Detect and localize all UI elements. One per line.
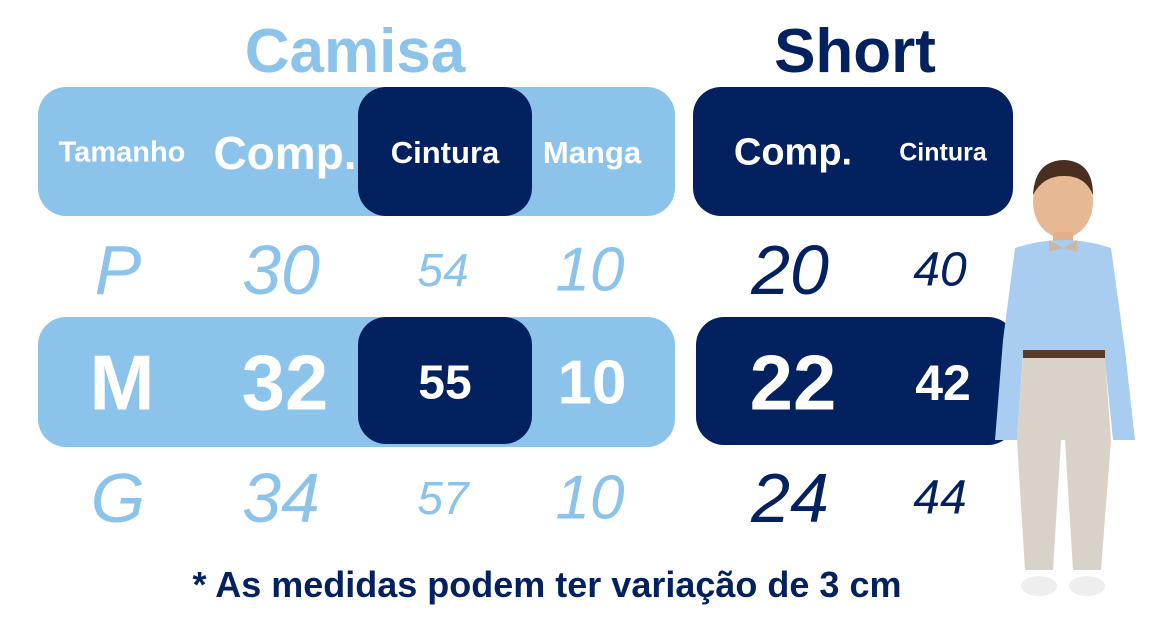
- header-shirt-waist: Cintura: [390, 135, 500, 170]
- row-g-short-waist: 44: [913, 471, 967, 525]
- row-m-shirt-waist: 55: [418, 356, 472, 410]
- short-header-bar: [693, 87, 1013, 216]
- row-m-sleeve: 10: [557, 348, 627, 418]
- child-model-image: [995, 160, 1135, 596]
- header-short-length: Comp.: [733, 131, 853, 174]
- shirt-title: Camisa: [244, 17, 466, 86]
- row-m-short-waist: 42: [915, 355, 971, 411]
- header-size: Tamanho: [58, 136, 186, 169]
- row-g-size: G: [90, 459, 146, 537]
- short-row-m-bar: [696, 317, 1016, 445]
- header-sleeve: Manga: [542, 135, 642, 170]
- header-short-waist: Cintura: [899, 138, 987, 167]
- row-g-shirt-waist: 57: [417, 472, 469, 524]
- row-p-short-waist: 40: [913, 243, 967, 297]
- row-g-short-length: 24: [751, 459, 829, 537]
- row-p-size: P: [94, 231, 142, 309]
- shirt-waist-header-highlight: [358, 87, 532, 216]
- row-m-size: M: [89, 338, 155, 427]
- row-m-short-length: 22: [749, 338, 837, 427]
- row-p-shirt-waist: 54: [417, 244, 469, 296]
- short-title: Short: [774, 17, 936, 86]
- row-g-sleeve: 10: [555, 463, 625, 533]
- header-shirt-length: Comp.: [213, 127, 357, 179]
- shirt-row-m-waist-highlight: [358, 317, 532, 444]
- row-p-shirt-length: 30: [242, 231, 320, 309]
- row-p-sleeve: 10: [555, 235, 625, 305]
- row-m-shirt-length: 32: [241, 338, 329, 427]
- shirt-header-bar: [38, 87, 675, 216]
- row-p-short-length: 20: [751, 231, 829, 309]
- shirt-row-m-bar: [38, 317, 675, 447]
- row-g-shirt-length: 34: [242, 459, 320, 537]
- footnote: * As medidas podem ter variação de 3 cm: [192, 564, 902, 605]
